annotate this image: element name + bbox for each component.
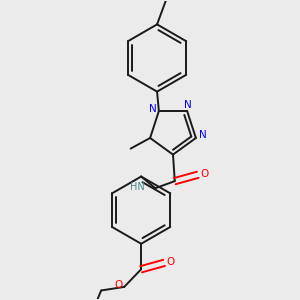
Text: O: O: [114, 280, 123, 290]
Text: O: O: [200, 169, 208, 179]
Text: O: O: [167, 257, 175, 267]
Text: HN: HN: [130, 182, 145, 192]
Text: N: N: [199, 130, 207, 140]
Text: N: N: [184, 100, 191, 110]
Text: N: N: [149, 104, 157, 114]
